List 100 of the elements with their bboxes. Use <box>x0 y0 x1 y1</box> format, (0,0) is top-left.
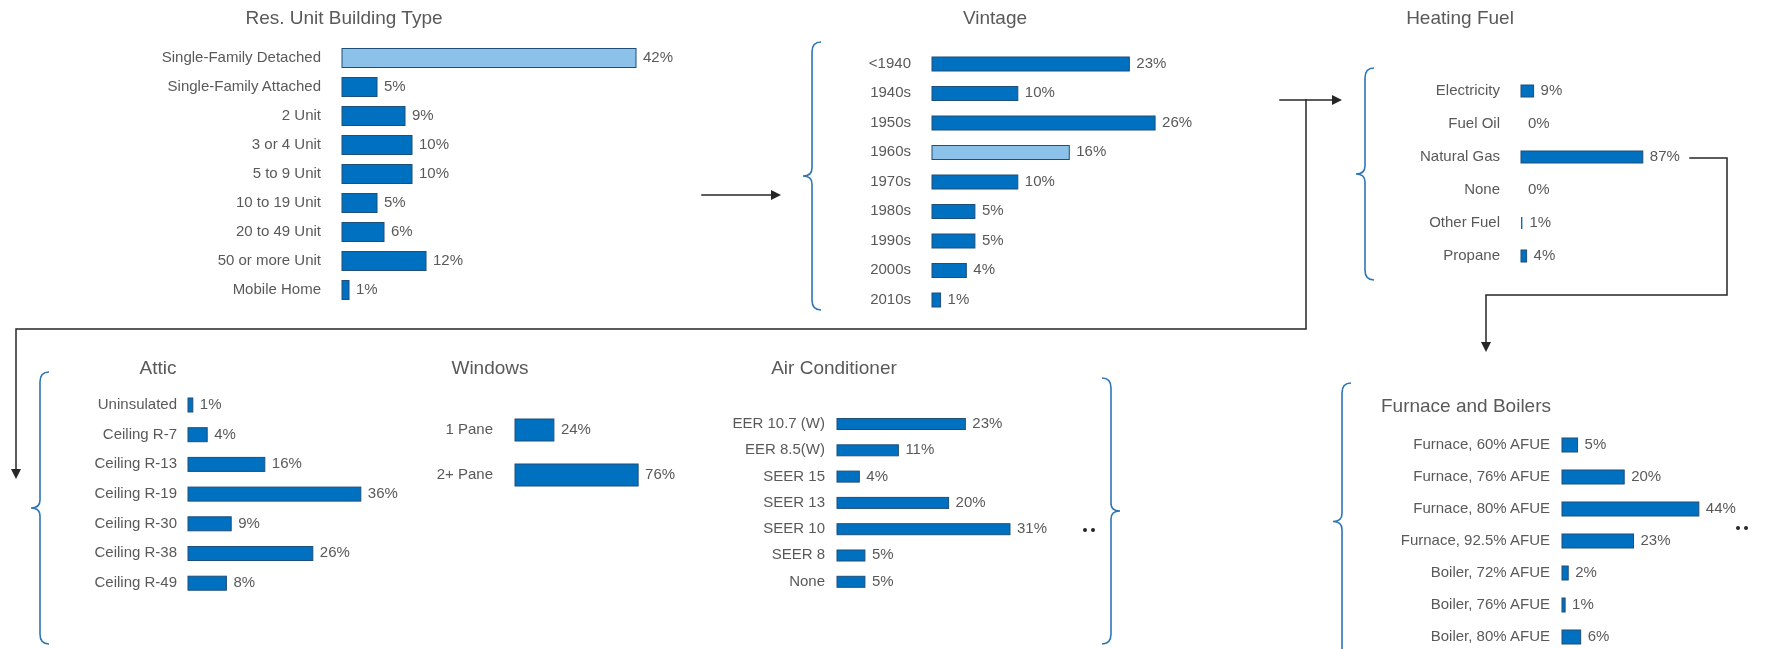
y-tick-label: Furnace, 80% AFUE <box>1413 498 1550 516</box>
y-tick-label: SEER 15 <box>763 466 825 484</box>
bar <box>341 193 378 213</box>
bar <box>341 106 406 126</box>
bar <box>1561 469 1625 485</box>
bar <box>931 204 976 219</box>
data-label: 10% <box>1024 83 1055 101</box>
data-label: 26% <box>319 543 350 561</box>
y-tick-label: Ceiling R-38 <box>94 543 177 561</box>
y-tick-label: <1940 <box>868 53 911 71</box>
y-tick-label: Mobile Home <box>232 279 321 297</box>
y-tick-label: Ceiling R-49 <box>94 573 177 591</box>
data-label: 23% <box>972 413 1003 431</box>
chart-title: Res. Unit Building Type <box>245 7 443 29</box>
bar <box>836 418 966 430</box>
data-label: 11% <box>905 440 935 458</box>
data-label: 4% <box>214 424 236 442</box>
bar <box>931 233 976 249</box>
y-tick-label: Fuel Oil <box>1448 113 1500 131</box>
y-tick-label: 5 to 9 Unit <box>252 163 322 181</box>
data-label: 9% <box>1540 80 1563 98</box>
y-tick-label: 20 to 49 Unit <box>235 221 322 239</box>
bar <box>187 397 194 413</box>
data-label: 5% <box>871 545 894 563</box>
data-label: 10% <box>419 163 450 181</box>
bar <box>931 174 1019 190</box>
data-label: 9% <box>412 105 434 123</box>
bar <box>1561 501 1700 517</box>
data-label: 1% <box>1529 212 1552 230</box>
bar <box>341 135 413 155</box>
bar <box>836 470 860 483</box>
data-label: 9% <box>238 513 260 531</box>
y-tick-label: 2010s <box>870 289 911 307</box>
bar <box>1520 150 1644 164</box>
data-label: 20% <box>955 492 986 510</box>
bar <box>1561 565 1569 581</box>
data-label: 5% <box>871 571 894 589</box>
data-label: 10% <box>419 134 450 152</box>
data-label: 2% <box>1575 562 1597 580</box>
data-label: 76% <box>645 464 676 482</box>
y-tick-label: SEER 10 <box>763 519 825 537</box>
y-tick-label: 3 or 4 Unit <box>251 134 322 152</box>
y-tick-label: 1960s <box>870 142 911 160</box>
data-label: 4% <box>1533 245 1556 263</box>
bar <box>187 486 362 502</box>
chart-title: Attic <box>139 357 177 379</box>
chart-title: Furnace and Boilers <box>1380 395 1552 417</box>
data-label: 1% <box>199 394 222 412</box>
data-label: 36% <box>367 484 398 502</box>
y-tick-label: None <box>789 571 825 589</box>
data-label: 0% <box>1528 179 1550 197</box>
data-label: 4% <box>973 260 996 278</box>
y-tick-label: Single-Family Detached <box>161 47 321 65</box>
y-tick-label: Uninsulated <box>97 394 177 412</box>
bar <box>931 292 942 308</box>
bar <box>1561 533 1635 549</box>
bar <box>341 164 413 184</box>
data-label: 20% <box>1631 466 1662 484</box>
y-tick-label: Boiler, 76% AFUE <box>1430 594 1550 612</box>
bar <box>341 48 637 68</box>
data-label: 5% <box>384 192 406 210</box>
y-tick-label: 1950s <box>870 112 911 130</box>
data-label: 5% <box>384 76 406 94</box>
data-label: 6% <box>391 221 413 239</box>
data-label: 24% <box>560 419 591 437</box>
bar <box>341 251 427 271</box>
data-label: 44% <box>1705 498 1736 516</box>
data-label: 87% <box>1649 146 1680 164</box>
chart-title: Air Conditioner <box>771 357 898 379</box>
bar <box>931 145 1070 160</box>
data-label: 1% <box>947 289 970 307</box>
y-tick-label: 1940s <box>870 83 911 101</box>
data-label: 1% <box>356 279 378 297</box>
y-tick-label: 1980s <box>870 201 911 219</box>
y-tick-label: Ceiling R-7 <box>102 424 177 442</box>
y-tick-label: Furnace, 60% AFUE <box>1413 434 1550 452</box>
data-label: 5% <box>981 230 1004 248</box>
y-tick-label: Single-Family Attached <box>167 76 321 94</box>
bar <box>341 222 385 242</box>
bar <box>931 263 967 278</box>
y-tick-label: 50 or more Unit <box>217 250 322 268</box>
data-label: 16% <box>1076 142 1107 160</box>
data-label: 42% <box>643 47 674 65</box>
y-tick-label: Propane <box>1443 245 1500 263</box>
bar <box>931 56 1130 72</box>
y-tick-label: 1990s <box>870 230 911 248</box>
y-tick-label: 2+ Pane <box>436 464 493 482</box>
y-tick-label: Ceiling R-13 <box>94 454 177 472</box>
bar <box>187 516 232 532</box>
data-label: 31% <box>1016 519 1048 537</box>
y-tick-label: SEER 8 <box>771 545 825 563</box>
y-tick-label: EER 8.5(W) <box>744 440 825 458</box>
bar <box>1520 249 1528 263</box>
data-label: 23% <box>1136 53 1167 71</box>
bar <box>187 427 208 443</box>
chart-title: Windows <box>451 357 529 379</box>
data-label: 5% <box>981 201 1004 219</box>
y-tick-label: Ceiling R-30 <box>94 513 177 531</box>
y-tick-label: 10 to 19 Unit <box>235 192 322 210</box>
data-label: 16% <box>271 454 302 472</box>
